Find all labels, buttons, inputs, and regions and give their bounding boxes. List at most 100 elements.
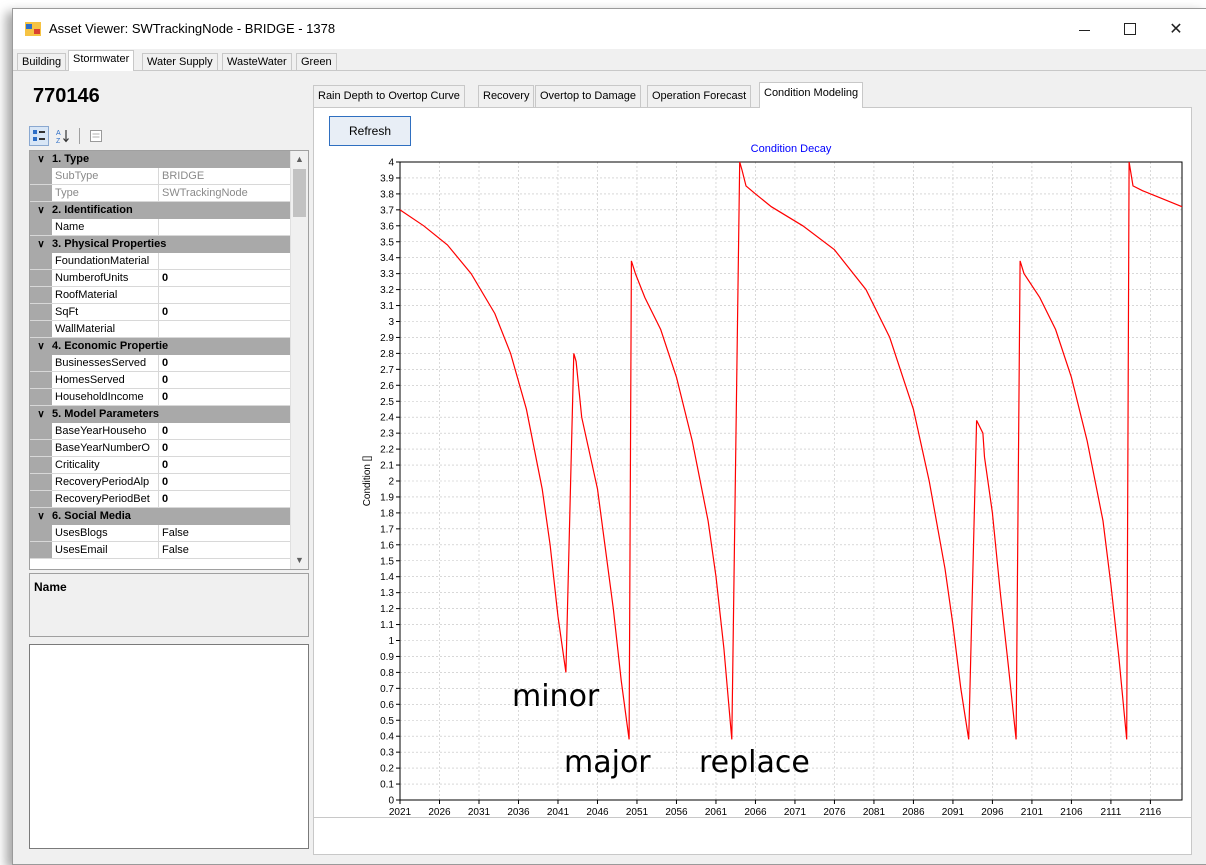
property-value-input[interactable] <box>159 253 292 269</box>
chevron-down-icon: ∨ <box>37 409 45 420</box>
property-grid-rows: ∨ 1. Type SubType BRIDGE Type SWTrackingNod… <box>30 151 292 559</box>
property-row-base-year-household[interactable]: BaseYearHouseho 0 <box>30 423 292 440</box>
property-row-uses-blogs[interactable]: UsesBlogs False <box>30 525 292 542</box>
category-label: 2. Identification <box>52 204 133 216</box>
tab-operation-forecast[interactable]: Operation Forecast <box>647 85 752 107</box>
tab-rain-depth-to-overtop-curve[interactable]: Rain Depth to Overtop Curve <box>313 85 465 107</box>
property-value-input[interactable] <box>159 219 292 235</box>
property-name: BaseYearNumberO <box>52 440 159 456</box>
property-value: SWTrackingNode <box>162 187 248 199</box>
close-button[interactable]: ✕ <box>1153 9 1199 49</box>
y-tick-label: 0.6 <box>380 700 394 711</box>
property-value-input[interactable]: 0 <box>162 425 169 437</box>
scroll-thumb[interactable] <box>293 169 306 217</box>
analysis-tab-strip: Rain Depth to Overtop Curve Recovery Ove… <box>313 82 893 108</box>
maximize-icon <box>1124 23 1136 35</box>
annotation-major: major <box>564 745 651 780</box>
property-name: UsesEmail <box>52 542 159 558</box>
tab-stormwater[interactable]: Stormwater <box>68 50 135 71</box>
property-row-name[interactable]: Name <box>30 219 292 236</box>
property-row-recovery-period-beta[interactable]: RecoveryPeriodBet 0 <box>30 491 292 508</box>
property-grid[interactable]: ∨ 1. Type SubType BRIDGE Type SWTrackingNod… <box>29 150 309 570</box>
alphabetical-sort-button[interactable]: A Z <box>53 126 73 146</box>
category-type[interactable]: ∨ 1. Type <box>30 151 292 168</box>
category-label: 5. Model Parameters <box>52 408 159 420</box>
y-tick-label: 3.1 <box>380 301 394 312</box>
category-social-media[interactable]: ∨ 6. Social Media <box>30 508 292 525</box>
property-grid-scrollbar[interactable]: ▲ ▼ <box>290 151 308 569</box>
close-icon: ✕ <box>1169 21 1183 38</box>
tab-water-supply[interactable]: Water Supply <box>142 53 218 70</box>
property-row-household-income[interactable]: HouseholdIncome 0 <box>30 389 292 406</box>
y-tick-label: 4 <box>388 158 394 169</box>
property-row-businesses-served[interactable]: BusinessesServed 0 <box>30 355 292 372</box>
property-row-recovery-period-alpha[interactable]: RecoveryPeriodAlp 0 <box>30 474 292 491</box>
tab-wastewater[interactable]: WasteWater <box>222 53 292 70</box>
x-tick-label: 2031 <box>468 807 491 818</box>
property-value-input[interactable]: 0 <box>162 374 169 386</box>
condition-modeling-page: Refresh Condition Decay 0 0.1 0.2 0.3 0.4 0.5 0… <box>313 107 1192 855</box>
y-tick-label: 3.3 <box>380 269 394 280</box>
tab-green[interactable]: Green <box>296 53 337 70</box>
property-row-uses-email[interactable]: UsesEmail False <box>30 542 292 559</box>
category-economic-properties[interactable]: ∨ 4. Economic Propertie <box>30 338 292 355</box>
property-row-homes-served[interactable]: HomesServed 0 <box>30 372 292 389</box>
property-value: BRIDGE <box>162 170 205 182</box>
property-value-input[interactable]: False <box>162 544 189 556</box>
x-tick-label: 2026 <box>428 807 451 818</box>
category-identification[interactable]: ∨ 2. Identification <box>30 202 292 219</box>
x-tick-label: 2091 <box>942 807 965 818</box>
property-value-input[interactable]: 0 <box>162 476 169 488</box>
property-row-roof-material[interactable]: RoofMaterial <box>30 287 292 304</box>
category-physical-properties[interactable]: ∨ 3. Physical Properties <box>30 236 292 253</box>
x-tick-label: 2081 <box>863 807 886 818</box>
y-tick-label: 0.4 <box>380 732 394 743</box>
property-pages-button[interactable] <box>86 126 106 146</box>
property-row-foundation-material[interactable]: FoundationMaterial <box>30 253 292 270</box>
property-row-criticality[interactable]: Criticality 0 <box>30 457 292 474</box>
tab-building[interactable]: Building <box>17 53 67 70</box>
scroll-up-icon[interactable]: ▲ <box>295 154 304 164</box>
notes-textbox[interactable] <box>29 644 309 849</box>
property-value-input[interactable]: 0 <box>162 272 169 284</box>
y-tick-label: 3.2 <box>380 285 394 296</box>
scroll-down-icon[interactable]: ▼ <box>295 555 304 565</box>
property-value-input[interactable] <box>159 287 292 303</box>
refresh-button[interactable]: Refresh <box>329 116 411 146</box>
category-model-parameters[interactable]: ∨ 5. Model Parameters <box>30 406 292 423</box>
property-value-input[interactable]: 0 <box>162 442 169 454</box>
y-tick-label: 2.3 <box>380 429 394 440</box>
app-icon <box>25 22 41 36</box>
property-row-wall-material[interactable]: WallMaterial <box>30 321 292 338</box>
property-row-base-year-number[interactable]: BaseYearNumberO 0 <box>30 440 292 457</box>
property-value-input[interactable]: 0 <box>162 357 169 369</box>
annotation-minor: minor <box>512 679 600 714</box>
minimize-button[interactable] <box>1061 9 1107 49</box>
x-tick-label: 2021 <box>389 807 412 818</box>
y-tick-label: 1.9 <box>380 492 394 503</box>
property-row-subtype[interactable]: SubType BRIDGE <box>30 168 292 185</box>
property-row-type[interactable]: Type SWTrackingNode <box>30 185 292 202</box>
y-tick-label: 0.7 <box>380 684 394 695</box>
property-value-input[interactable] <box>159 321 292 337</box>
property-value-input[interactable]: 0 <box>162 459 169 471</box>
property-name: BusinessesServed <box>52 355 159 371</box>
y-tick-label: 0.1 <box>380 780 394 791</box>
property-row-number-of-units[interactable]: NumberofUnits 0 <box>30 270 292 287</box>
property-value-input[interactable]: 0 <box>162 391 169 403</box>
x-tick-label: 2106 <box>1060 807 1083 818</box>
property-value-input[interactable]: False <box>162 527 189 539</box>
property-row-sqft[interactable]: SqFt 0 <box>30 304 292 321</box>
property-value-input[interactable]: 0 <box>162 306 169 318</box>
maximize-button[interactable] <box>1107 9 1153 49</box>
tab-condition-modeling[interactable]: Condition Modeling <box>759 82 864 108</box>
property-value-input[interactable]: 0 <box>162 493 169 505</box>
tab-overtop-to-damage[interactable]: Overtop to Damage <box>535 85 641 107</box>
y-tick-label: 2.6 <box>380 381 394 392</box>
categorized-view-button[interactable] <box>29 126 49 146</box>
y-tick-label: 2 <box>388 477 394 488</box>
y-tick-label: 2.4 <box>380 413 394 424</box>
y-tick-label: 3 <box>388 317 394 328</box>
title-bar: Asset Viewer: SWTrackingNode - BRIDGE - … <box>13 9 1206 49</box>
tab-recovery[interactable]: Recovery <box>478 85 535 107</box>
